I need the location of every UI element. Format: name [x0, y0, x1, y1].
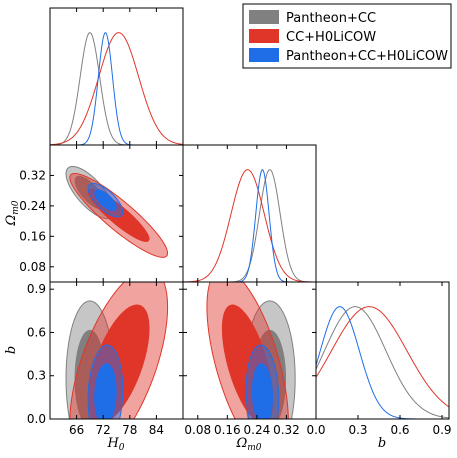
marginal-curve-pantheon-cc [50, 32, 183, 145]
contour-68-pantheon-cc-h0licow [94, 189, 117, 212]
y-tick-label: 0.24 [19, 199, 46, 213]
x-axis-label-Om0: Ωm0 [235, 436, 261, 453]
y-tick-label: 0.08 [19, 260, 46, 274]
x-tick-label: 0.08 [184, 423, 211, 437]
panel-b-marginal [315, 281, 450, 420]
marginal-curve-pantheon-cc-h0licow [316, 306, 449, 419]
panel-frame [182, 144, 317, 283]
marginal-curve-cc-h0licow [316, 306, 449, 408]
x-tick-label: 0.0 [306, 423, 325, 437]
x-tick-label: 72 [96, 423, 111, 437]
legend-swatch-pantheon-cc-h0licow [249, 48, 279, 62]
x-tick-label: 84 [149, 423, 164, 437]
marginal-curve-cc-h0licow [50, 32, 183, 145]
panel-b-vs-Om0 [182, 281, 317, 420]
legend-swatch-pantheon-cc [249, 10, 279, 24]
legend-swatch-cc-h0licow [249, 29, 279, 43]
contour-68-pantheon-cc-h0licow [94, 363, 117, 419]
panel-Om0-vs-H0 [49, 144, 184, 283]
x-tick-label: 0.24 [244, 423, 271, 437]
axis-labels: H0 Ωm0 b Ωm0 b [4, 200, 386, 453]
contour-68-pantheon-cc-h0licow [251, 363, 274, 419]
x-tick-label: 0.6 [390, 423, 409, 437]
marginal-curve-pantheon-cc-h0licow [50, 32, 183, 145]
marginal-curve-cc-h0licow [183, 169, 316, 282]
panel-H0-marginal [49, 7, 184, 146]
marginal-curve-pantheon-cc-h0licow [183, 169, 316, 282]
x-tick-label: 0.16 [214, 423, 241, 437]
x-tick-label: 0.9 [432, 423, 451, 437]
x-axis-label-H0: H0 [106, 436, 124, 453]
y-tick-label: 0.3 [27, 369, 46, 383]
y-tick-label: 0.0 [27, 412, 46, 426]
legend-label-cc-h0licow: CC+H0LiCOW [286, 30, 376, 45]
x-tick-label: 66 [69, 423, 84, 437]
x-tick-label: 78 [122, 423, 137, 437]
x-tick-label: 0.32 [273, 423, 300, 437]
x-axis-label-b: b [378, 436, 386, 451]
marginal-curve-pantheon-cc [316, 306, 449, 419]
legend-label-pantheon-cc: Pantheon+CC [286, 11, 376, 26]
legend-label-pantheon-cc-h0licow: Pantheon+CC+H0LiCOW [286, 49, 448, 64]
axis-ticks [50, 8, 443, 420]
legend: Pantheon+CC CC+H0LiCOW Pantheon+CC+H0LiC… [242, 3, 452, 69]
y-axis-label-Om0: Ωm0 [4, 200, 21, 226]
panel-b-vs-H0 [49, 281, 184, 420]
y-tick-label: 0.9 [27, 282, 46, 296]
panel-frame [315, 281, 450, 420]
y-tick-label: 0.16 [19, 229, 46, 243]
x-tick-label: 0.3 [348, 423, 367, 437]
y-tick-label: 0.32 [19, 168, 46, 182]
panel-Om0-marginal [182, 144, 317, 283]
axis-tick-labels: 66 72 78 84 0.08 0.16 0.24 0.32 0.0 0.3 0.6 0.90.08… [19, 168, 451, 437]
panel-frame [49, 7, 184, 146]
y-axis-label-b: b [4, 346, 19, 354]
y-tick-label: 0.6 [27, 325, 46, 339]
